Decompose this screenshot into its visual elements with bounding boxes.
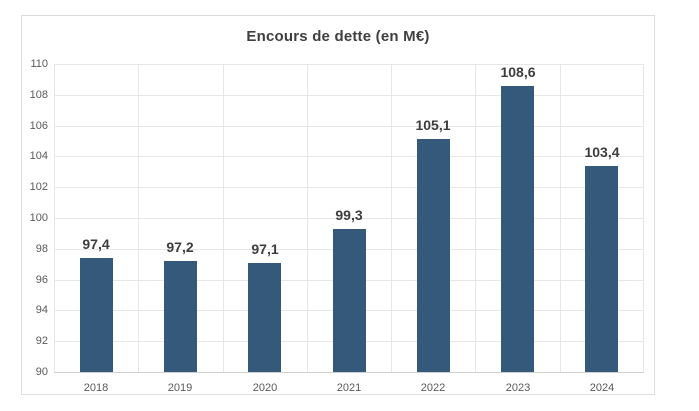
- x-axis-tick-label: 2020: [252, 382, 278, 394]
- bar: [333, 229, 366, 372]
- y-axis-tick-label: 100: [29, 212, 48, 224]
- x-axis-tick-label: 2023: [505, 382, 531, 394]
- gridline-h: [54, 95, 644, 96]
- chart-title: Encours de dette (en M€): [246, 28, 430, 45]
- y-axis-tick-label: 94: [35, 304, 48, 316]
- gridline-h: [54, 372, 644, 373]
- gridline-h: [54, 64, 644, 65]
- bar-value-label: 97,2: [166, 239, 194, 255]
- bar: [585, 166, 618, 372]
- gridline-h: [54, 187, 644, 188]
- gridline-v: [223, 64, 224, 372]
- plot-area: 90 92 94 96 98 100 102 104 106 108 110 97,4 2018 97,2…: [30, 58, 644, 394]
- y-axis-tick-label: 104: [29, 150, 48, 162]
- y-axis-tick-label: 108: [29, 89, 48, 101]
- gridline-v: [307, 64, 308, 372]
- bar-value-label: 97,4: [82, 236, 110, 252]
- gridline-h: [54, 126, 644, 127]
- y-axis-tick-label: 110: [30, 58, 48, 70]
- bar-value-label: 103,4: [584, 144, 620, 160]
- y-axis-tick-label: 96: [35, 274, 48, 286]
- y-axis-tick-label: 90: [35, 366, 48, 378]
- gridline-h: [54, 156, 644, 157]
- y-axis-tick-label: 98: [35, 243, 48, 255]
- bar: [501, 86, 534, 372]
- x-axis-tick-label: 2019: [167, 382, 193, 394]
- bar: [164, 261, 197, 372]
- bar-value-label: 108,6: [500, 64, 536, 80]
- bar: [248, 263, 281, 372]
- bar-value-label: 97,1: [251, 241, 279, 257]
- gridline-v: [391, 64, 392, 372]
- y-axis-tick-label: 106: [29, 120, 48, 132]
- bar-value-label: 105,1: [415, 117, 451, 133]
- bar-value-label: 99,3: [335, 207, 363, 223]
- chart-card: Encours de dette (en M€) 90 92 94 96 98 100 10…: [21, 15, 655, 395]
- bar: [417, 139, 450, 372]
- x-axis-tick-label: 2018: [83, 382, 109, 394]
- gridline-v: [138, 64, 139, 372]
- gridline-h: [54, 218, 644, 219]
- gridline-v: [643, 64, 644, 372]
- x-axis-tick-label: 2024: [589, 382, 615, 394]
- gridline-v: [560, 64, 561, 372]
- y-axis-tick-label: 102: [29, 181, 48, 193]
- gridline-v: [475, 64, 476, 372]
- y-axis-tick-label: 92: [35, 335, 48, 347]
- bar: [80, 258, 113, 372]
- gridline-v: [54, 64, 55, 372]
- x-axis-tick-label: 2021: [336, 382, 362, 394]
- x-axis-tick-label: 2022: [420, 382, 446, 394]
